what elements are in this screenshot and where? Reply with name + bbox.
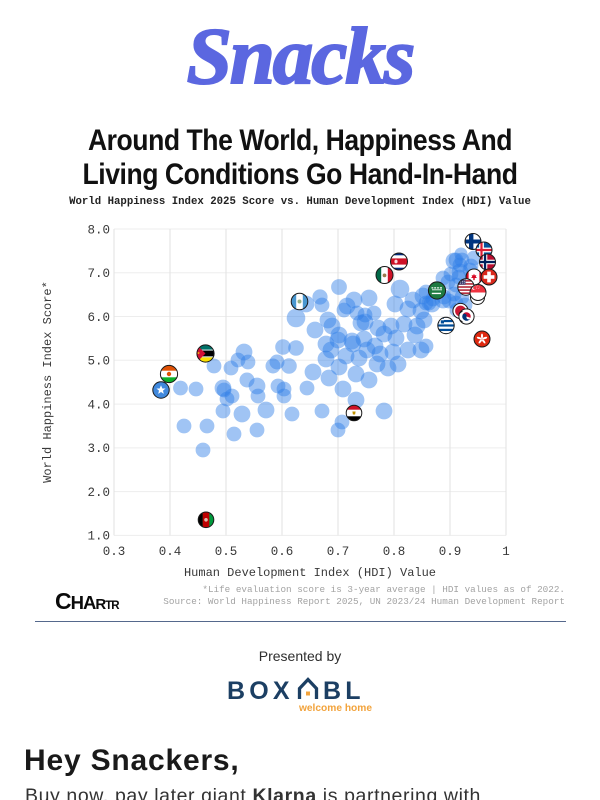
svg-text:welcome home: welcome home bbox=[298, 703, 372, 714]
svg-text:4.0: 4.0 bbox=[87, 398, 110, 412]
svg-text:0.4: 0.4 bbox=[159, 545, 182, 559]
svg-text:0.7: 0.7 bbox=[327, 545, 350, 559]
svg-text:0.6: 0.6 bbox=[271, 545, 294, 559]
svg-text:8.0: 8.0 bbox=[87, 223, 110, 237]
svg-text:5.0: 5.0 bbox=[87, 355, 110, 369]
svg-text:World Happiness Index Score*: World Happiness Index Score* bbox=[41, 281, 55, 483]
svg-text:1.0: 1.0 bbox=[87, 530, 110, 544]
svg-text:Human Development Index (HDI): Human Development Index (HDI) Value bbox=[184, 566, 436, 580]
svg-text:BOX: BOX bbox=[227, 677, 294, 705]
svg-text:0.9: 0.9 bbox=[439, 545, 462, 559]
svg-text:1: 1 bbox=[502, 545, 510, 559]
svg-text:2.0: 2.0 bbox=[87, 486, 110, 500]
svg-text:6.0: 6.0 bbox=[87, 311, 110, 325]
svg-text:0.8: 0.8 bbox=[383, 545, 406, 559]
svg-text:*Life evaluation score is 3-ye: *Life evaluation score is 3-year average… bbox=[202, 584, 565, 595]
svg-text:0.3: 0.3 bbox=[103, 545, 126, 559]
svg-text:7.0: 7.0 bbox=[87, 267, 110, 281]
svg-text:0.5: 0.5 bbox=[215, 545, 238, 559]
svg-text:3.0: 3.0 bbox=[87, 442, 110, 456]
svg-text:Source: World Happiness Report: Source: World Happiness Report 2025, UN … bbox=[163, 596, 565, 607]
svg-text:BL: BL bbox=[323, 677, 365, 705]
